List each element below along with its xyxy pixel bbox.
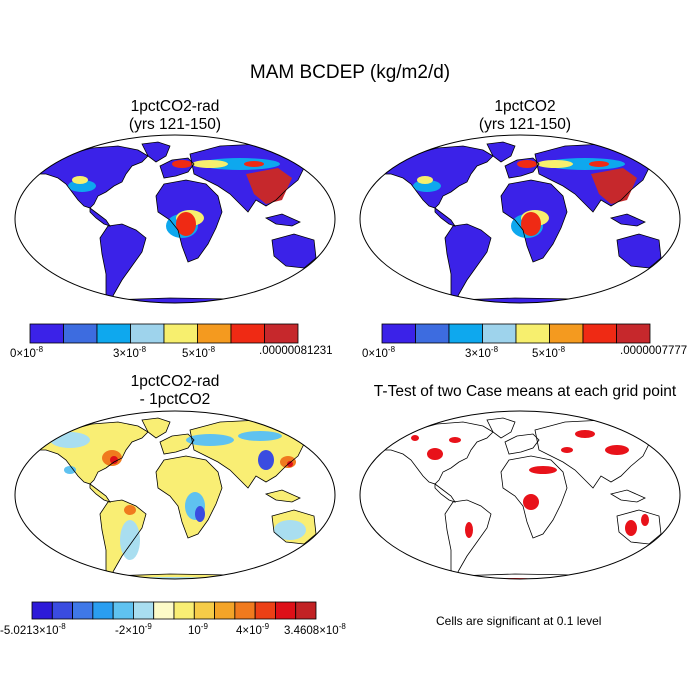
colorbar-swatch (51, 601, 73, 620)
panel3-title-line2: - 1pctCO2 (139, 391, 211, 408)
colorbar-swatch (153, 601, 175, 620)
colorbar-panel2 (381, 323, 651, 344)
panel4-map (359, 410, 681, 580)
colorbar-swatch (254, 601, 276, 620)
cb3-label-min: -5.0213×10-8 (0, 622, 66, 637)
panel2-map (359, 134, 681, 304)
panel3-map (14, 410, 336, 580)
cb1-label-max: .00000081231 (259, 345, 333, 357)
panel2-title-line1: 1pctCO2 (494, 98, 556, 115)
cb3-label-b: 10-9 (188, 622, 208, 637)
colorbar-panel1 (29, 323, 299, 344)
colorbar-swatch (515, 323, 550, 344)
colorbar-swatch (616, 323, 651, 344)
colorbar-swatch (29, 323, 64, 344)
colorbar-swatch (163, 323, 198, 344)
panel1-title: 1pctCO2-rad (yrs 121-150) (50, 98, 300, 134)
colorbar-swatch (415, 323, 450, 344)
colorbar-swatch (275, 601, 297, 620)
panel3-title-line1: 1pctCO2-rad (130, 373, 220, 390)
cb1-label-b: 5×10-8 (182, 345, 216, 360)
cb2-label-a: 3×10-8 (465, 345, 499, 360)
colorbar-swatch (72, 601, 94, 620)
map-frame (359, 410, 681, 580)
panel1-title-line1: 1pctCO2-rad (130, 98, 220, 115)
colorbar-swatch (264, 323, 299, 344)
cb3-label-max: 3.4608×10-8 (284, 622, 346, 637)
colorbar-swatch (130, 323, 165, 344)
colorbar-swatch (482, 323, 517, 344)
figure-title: MAM BCDEP (kg/m2/d) (249, 62, 451, 83)
colorbar-swatch (112, 601, 134, 620)
colorbar-swatch (295, 601, 317, 620)
colorbar-swatch (234, 601, 256, 620)
colorbar-swatch (549, 323, 584, 344)
cb3-label-c: 4×10-9 (236, 622, 270, 637)
colorbar-swatch (173, 601, 195, 620)
panel2-title-line2: (yrs 121-150) (478, 116, 572, 133)
panel4-title: T-Test of two Case means at each grid po… (373, 383, 677, 400)
colorbar-swatch (214, 601, 236, 620)
colorbar-swatch (230, 323, 265, 344)
colorbar-swatch (63, 323, 98, 344)
colorbar-swatch (448, 323, 483, 344)
map-frame (359, 134, 681, 304)
significance-note: Cells are significant at 0.1 level (436, 614, 602, 628)
cb2-label-min: 0×10-8 (362, 345, 396, 360)
cb1-label-min: 0×10-8 (10, 345, 44, 360)
map-frame (14, 410, 336, 580)
colorbar-swatch (193, 601, 215, 620)
colorbar-swatch (133, 601, 155, 620)
cb1-label-a: 3×10-8 (113, 345, 147, 360)
colorbar-panel3 (31, 601, 317, 620)
colorbar-swatch (197, 323, 232, 344)
colorbar-swatch (96, 323, 131, 344)
map-frame (14, 134, 336, 304)
cb3-label-a: -2×10-9 (115, 622, 152, 637)
cb2-label-max: .0000007777 (620, 345, 688, 357)
colorbar-swatch (582, 323, 617, 344)
colorbar-swatch (381, 323, 416, 344)
panel1-map (14, 134, 336, 304)
colorbar-swatch (92, 601, 114, 620)
cb2-label-b: 5×10-8 (532, 345, 566, 360)
panel2-title: 1pctCO2 (yrs 121-150) (400, 98, 650, 134)
panel1-title-line2: (yrs 121-150) (128, 116, 222, 133)
colorbar-swatch (31, 601, 53, 620)
panel3-title: 1pctCO2-rad - 1pctCO2 (50, 373, 300, 409)
